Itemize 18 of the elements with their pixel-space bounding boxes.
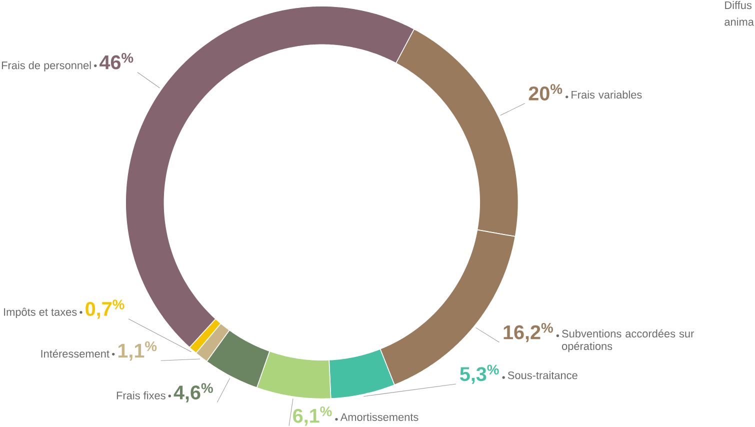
text: anima [724, 18, 754, 26]
slice-label: Intéressement [41, 350, 110, 358]
slice-label: Amortissements [340, 413, 418, 422]
data-label: 6,1$^{%}$ [293, 406, 332, 426]
slice-label: Impôts et taxes [4, 308, 77, 318]
text: Diffus [725, 1, 752, 10]
data-label: 5,3$^{%}$ [460, 364, 499, 384]
slice-label: Sous-traitance [508, 371, 578, 380]
data-label: 46$^{%}$ [100, 53, 134, 70]
data-label: 16,2$^{%}$ [504, 323, 553, 342]
slice-label: Frais de personnel [2, 61, 91, 72]
data-label: 4,6$^{%}$ [174, 383, 213, 402]
slice-label: Subventions accordées sur opérations [562, 330, 694, 352]
slice-label: Frais fixes [116, 392, 166, 400]
data-label: 20$^{%}$ [528, 84, 562, 101]
data-label: 1,1$^{%}$ [118, 341, 157, 361]
slice-label: Frais variables [572, 90, 642, 99]
data-label: 0,7$^{%}$ [86, 300, 124, 319]
